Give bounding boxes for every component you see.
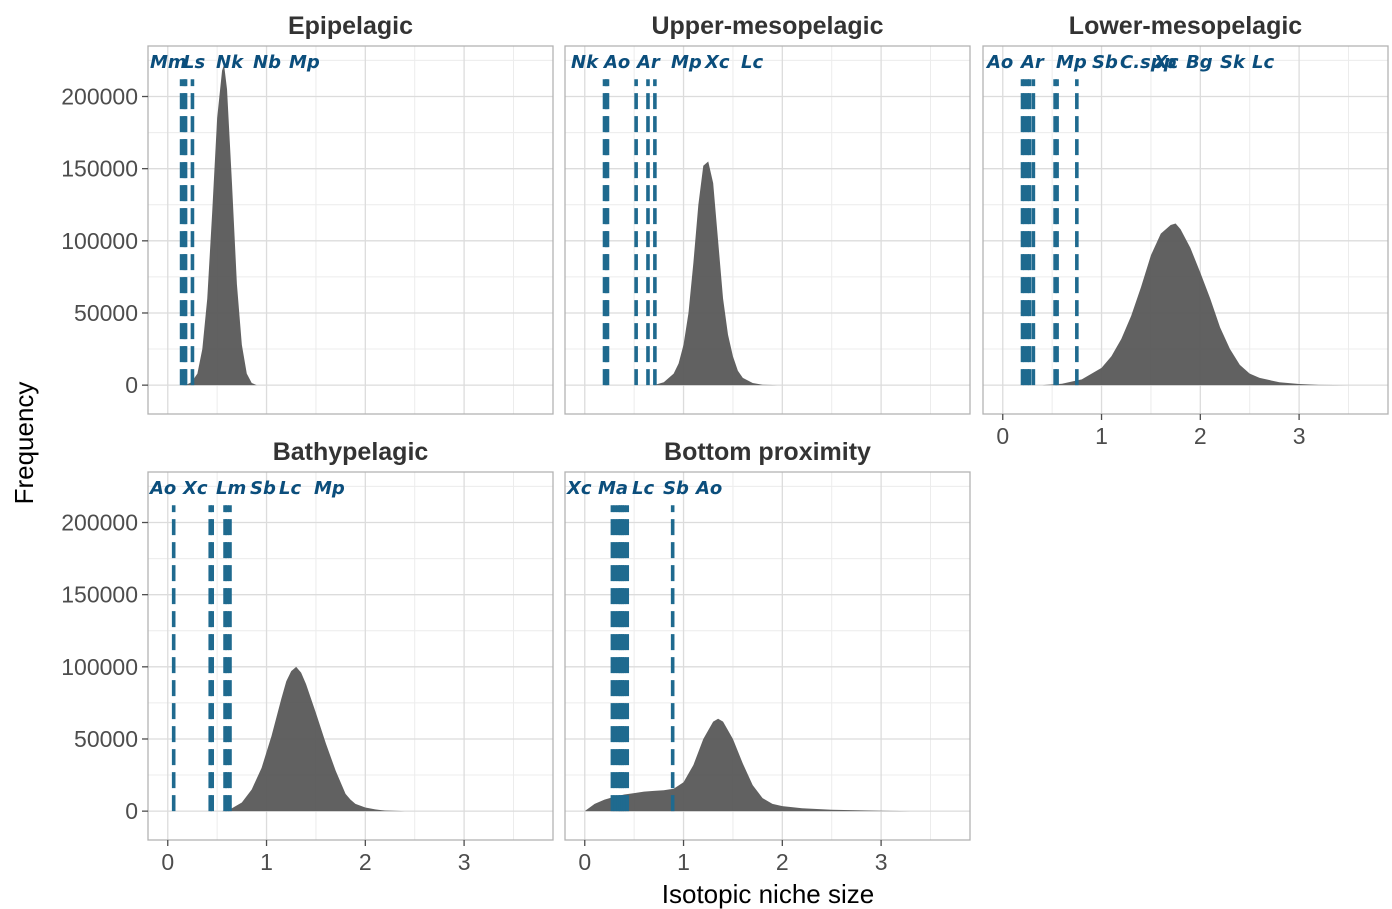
x-tick-label: 0 (161, 849, 174, 875)
y-tick-label: 100000 (61, 654, 138, 680)
panel-title: Upper-mesopelagic (651, 12, 883, 40)
panel-border (564, 45, 971, 415)
species-label: Xc (704, 52, 730, 73)
panel-border (147, 45, 554, 415)
species-label: Xc (1153, 52, 1179, 73)
species-label: Ar (1019, 52, 1045, 73)
panel-1: Nk Ao Ar Mp Xc Lc Upper-mesopelagic (564, 12, 971, 415)
species-label: Ls (183, 52, 205, 73)
species-label: Nk (216, 52, 244, 73)
species-label: Ma (598, 478, 628, 499)
species-label: Lm (216, 478, 246, 499)
species-label: Ao (148, 478, 176, 499)
species-label: Sb (250, 478, 276, 499)
y-tick-label: 150000 (61, 156, 138, 182)
density-area (222, 666, 405, 812)
species-label: Lc (632, 478, 654, 499)
x-tick-label: 3 (1293, 423, 1306, 449)
y-tick-label: 150000 (61, 582, 138, 608)
species-label: Mm (150, 52, 187, 73)
density-area (653, 161, 778, 386)
panel-background (565, 46, 970, 414)
x-tick-label: 1 (1095, 423, 1108, 449)
species-label: Lc (279, 478, 301, 499)
panel-3: Ao Xc Lm Sb Lc Mp Bathypelagic 0 50000 100000 1500… (61, 438, 554, 841)
density-area (185, 64, 257, 386)
y-tick-label: 0 (125, 372, 138, 398)
species-label: C.spp (1120, 52, 1177, 73)
panel-title: Bottom proximity (664, 438, 871, 466)
x-tick-label: 1 (260, 849, 273, 875)
x-tick-label: 3 (875, 849, 888, 875)
species-label: Mp (671, 52, 702, 73)
panel-border (982, 45, 1389, 415)
x-axis-title: Isotopic niche size (662, 879, 874, 909)
y-tick-label: 100000 (61, 228, 138, 254)
panel-border (147, 471, 554, 841)
species-label: Mp (1056, 52, 1087, 73)
species-label: Xc (566, 478, 592, 499)
y-tick-label: 200000 (61, 510, 138, 536)
y-tick-label: 0 (125, 798, 138, 824)
species-label: Lc (1252, 52, 1274, 73)
x-tick-label: 2 (776, 849, 789, 875)
species-label: Xc (182, 478, 208, 499)
density-area (1042, 223, 1349, 386)
species-label: Lc (741, 52, 763, 73)
species-label: Ao (694, 478, 722, 499)
species-label: Ar (635, 52, 661, 73)
species-label: Nb (253, 52, 281, 73)
x-tick-label: 1 (677, 849, 690, 875)
panel-background (565, 472, 970, 840)
panel-title: Bathypelagic (273, 438, 429, 466)
panel-title: Lower-mesopelagic (1069, 12, 1302, 40)
y-tick-label: 200000 (61, 84, 138, 110)
x-tick-label: 3 (458, 849, 471, 875)
y-tick-label: 50000 (74, 300, 138, 326)
y-tick-label: 50000 (74, 726, 138, 752)
panel-4: Xc Ma Lc Sb Ao Bottom proximity 0 1 2 3 (564, 438, 971, 875)
species-label: Sb (663, 478, 689, 499)
panel-background (148, 472, 553, 840)
x-tick-label: 2 (359, 849, 372, 875)
species-label: Bg (1186, 52, 1213, 73)
y-axis-title: Frequency (9, 382, 39, 505)
species-label: Sb (1092, 52, 1118, 73)
species-label: Sk (1220, 52, 1246, 73)
x-tick-label: 0 (578, 849, 591, 875)
species-label: Mp (314, 478, 345, 499)
species-label: Nk (571, 52, 599, 73)
x-tick-label: 0 (996, 423, 1009, 449)
panel-border (564, 471, 971, 841)
species-label: Ao (602, 52, 630, 73)
x-tick-label: 2 (1194, 423, 1207, 449)
species-label: Mp (289, 52, 320, 73)
species-label: Ao (985, 52, 1013, 73)
panel-title: Epipelagic (288, 12, 413, 40)
